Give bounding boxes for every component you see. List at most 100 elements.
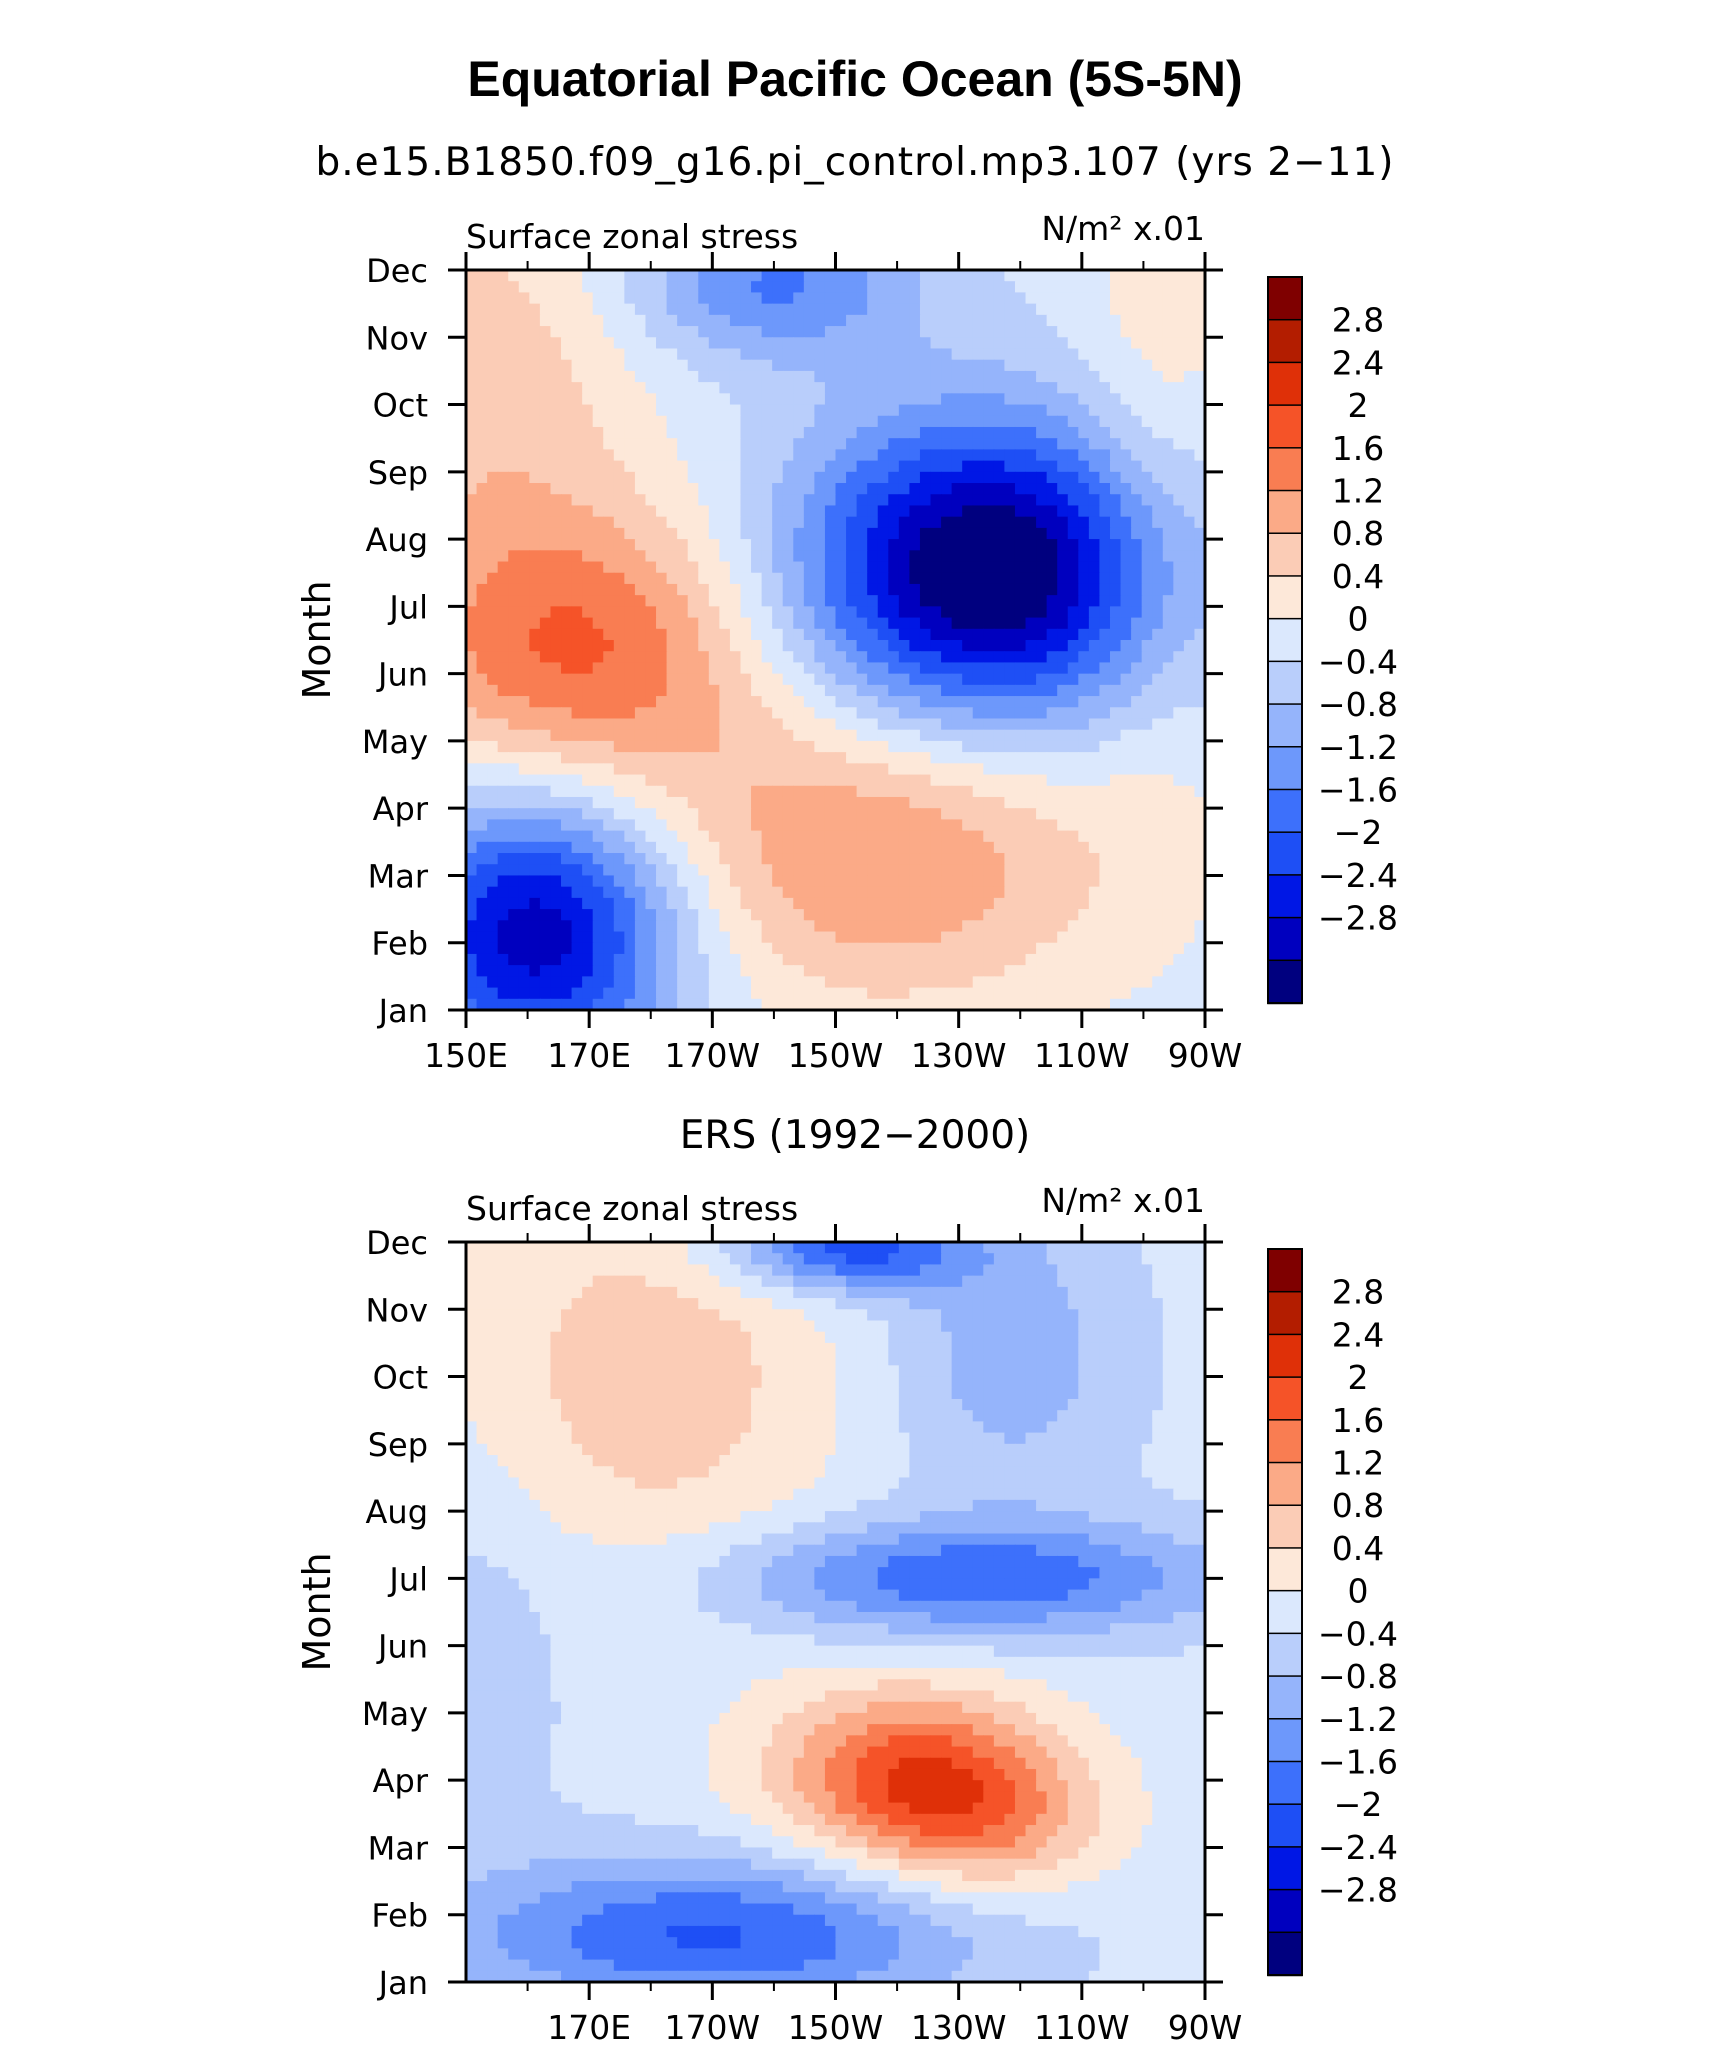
contour-cell — [613, 303, 625, 316]
contour-cell — [930, 819, 942, 832]
contour-cell — [1014, 864, 1027, 877]
contour-cell — [1088, 886, 1101, 899]
colorbar-box — [1267, 318, 1303, 364]
contour-cell — [814, 673, 826, 686]
contour-cell — [1057, 471, 1069, 484]
contour-cell — [687, 796, 699, 809]
contour-cell — [561, 841, 573, 854]
contour-cell — [846, 808, 858, 820]
contour-cell — [729, 505, 742, 518]
contour-cell — [793, 606, 805, 619]
contour-cell — [582, 1242, 594, 1254]
contour-cell — [814, 785, 826, 798]
contour-cell — [1067, 617, 1079, 630]
contour-cell — [962, 931, 974, 944]
contour-cell — [983, 853, 995, 865]
contour-cell — [1109, 382, 1122, 394]
contour-cell — [1067, 942, 1079, 955]
contour-cell — [962, 628, 974, 641]
contour-cell — [772, 841, 784, 854]
contour-cell — [592, 270, 604, 282]
contour-cell — [761, 303, 773, 316]
contour-cell — [909, 965, 921, 977]
contour-cell — [708, 438, 720, 450]
contour-cell — [856, 965, 868, 977]
contour-cell — [983, 696, 995, 708]
contour-cell — [729, 953, 742, 966]
contour-cell — [1109, 729, 1122, 742]
contour-cell — [1067, 830, 1079, 843]
contour-cell — [993, 853, 1006, 865]
contour-cell — [983, 953, 995, 966]
contour-cell — [1078, 819, 1090, 832]
contour-cell — [698, 326, 710, 338]
contour-cell — [476, 987, 488, 1000]
contour-cell — [1183, 393, 1196, 406]
contour-cell — [835, 740, 847, 753]
contour-cell — [740, 471, 752, 484]
contour-cell — [751, 808, 763, 820]
contour-cell — [856, 1242, 868, 1254]
contour-cell — [941, 808, 953, 820]
contour-cell — [719, 471, 731, 484]
contour-cell — [814, 393, 826, 406]
contour-cell — [487, 494, 499, 507]
contour-cell — [476, 370, 488, 383]
contour-cell — [666, 830, 678, 843]
contour-cell — [729, 942, 742, 955]
contour-cell — [466, 796, 478, 809]
contour-cell — [539, 505, 552, 518]
contour-cell — [571, 382, 583, 394]
contour-cell — [1131, 326, 1143, 338]
contour-cell — [550, 640, 562, 652]
contour-cell — [856, 550, 868, 563]
contour-cell — [877, 718, 889, 731]
contour-cell — [814, 886, 826, 899]
contour-cell — [835, 628, 847, 641]
contour-cell — [803, 707, 815, 720]
contour-cell — [930, 494, 942, 507]
contour-cell — [835, 415, 847, 428]
contour-cell — [1131, 684, 1143, 697]
contour-cell — [1014, 830, 1027, 843]
contour-cell — [1067, 359, 1079, 372]
contour-cell — [634, 774, 647, 787]
contour-cell — [824, 1242, 837, 1254]
contour-cell — [782, 471, 794, 484]
contour-cell — [803, 382, 815, 394]
contour-cell — [835, 348, 847, 361]
contour-cell — [867, 920, 879, 933]
contour-cell — [539, 662, 552, 675]
contour-cell — [1014, 707, 1027, 720]
contour-cell — [1141, 303, 1153, 316]
contour-cell — [772, 292, 784, 305]
contour-cell — [677, 438, 689, 450]
contour-cell — [571, 875, 583, 888]
contour-cell — [1131, 303, 1143, 316]
contour-cell — [1046, 471, 1058, 484]
contour-cell — [1173, 449, 1185, 462]
contour-cell — [518, 539, 530, 551]
contour-cell — [930, 348, 942, 361]
contour-cell — [1099, 909, 1111, 921]
contour-cell — [740, 886, 752, 899]
contour-cell — [877, 359, 889, 372]
contour-cell — [888, 281, 900, 294]
contour-cell — [497, 774, 509, 787]
contour-cell — [1025, 696, 1037, 708]
contour-cell — [835, 841, 847, 854]
contour-cell — [466, 942, 478, 955]
contour-cell — [518, 897, 530, 910]
x-tick-label: 90W — [1168, 1036, 1243, 1075]
contour-cell — [1036, 617, 1048, 630]
contour-cell — [898, 337, 910, 350]
contour-cell — [898, 449, 910, 462]
contour-cell — [856, 886, 868, 899]
contour-cell — [613, 516, 625, 529]
contour-cell — [803, 449, 815, 462]
contour-cell — [919, 550, 932, 563]
contour-cell — [962, 718, 974, 731]
contour-cell — [814, 628, 826, 641]
contour-cell — [1067, 740, 1079, 753]
contour-cell — [476, 965, 488, 977]
